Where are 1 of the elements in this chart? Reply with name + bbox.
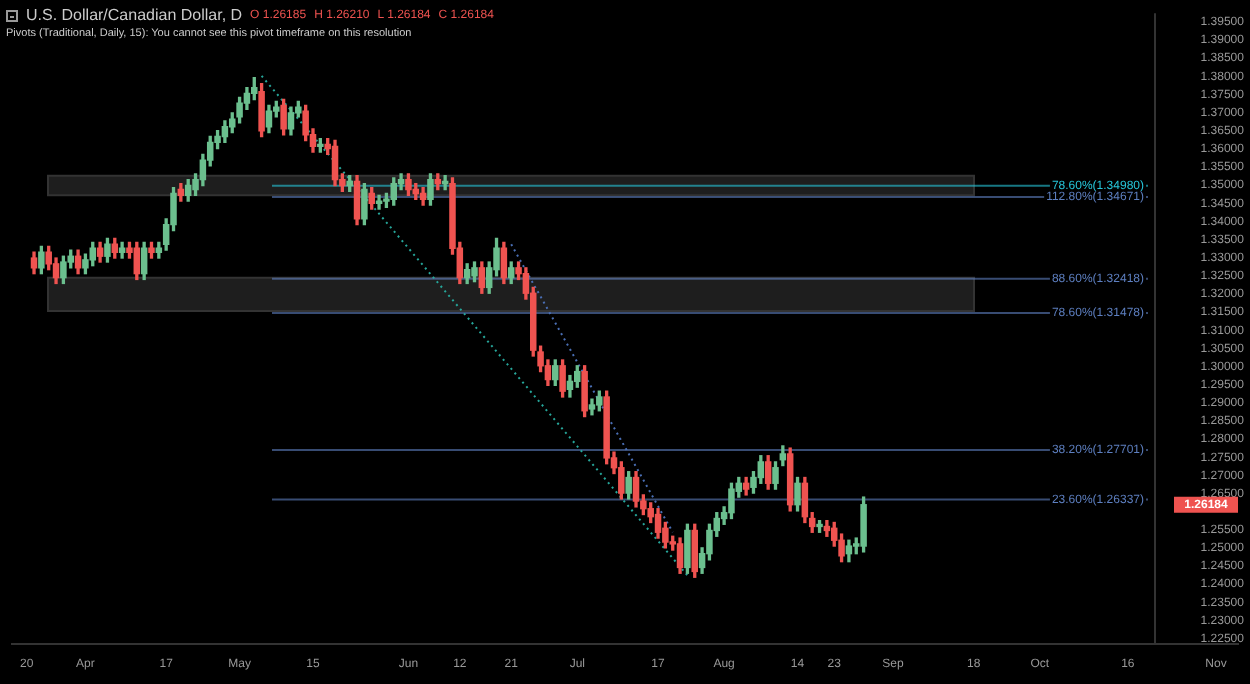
chart-title: U.S. Dollar/Canadian Dollar, D xyxy=(26,6,243,24)
